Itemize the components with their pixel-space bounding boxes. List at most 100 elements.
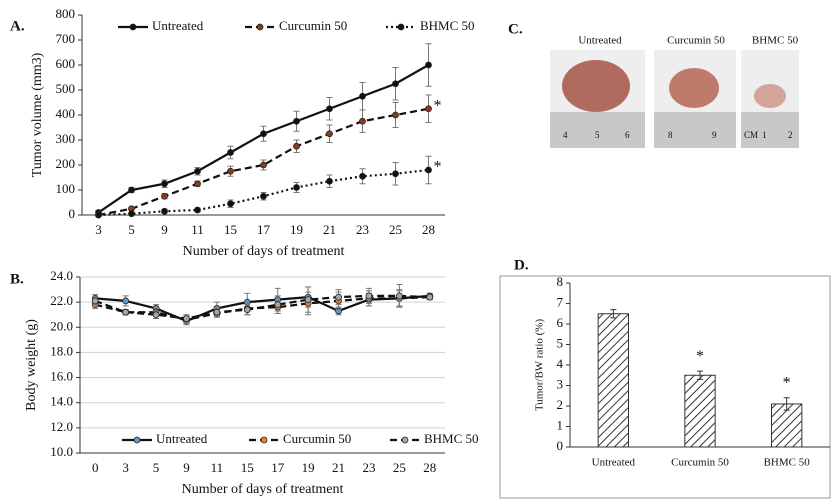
bar: [771, 403, 803, 448]
point: [359, 117, 366, 125]
point: [243, 306, 251, 314]
point: [213, 308, 221, 316]
point: [183, 315, 190, 322]
legend-label: Untreated: [152, 18, 204, 33]
tumor: [754, 84, 786, 108]
point: [326, 105, 333, 113]
x-tick-label: Curcumin 50: [671, 457, 729, 469]
x-tick-label: 15: [224, 222, 237, 237]
x-tick-label: 21: [332, 460, 345, 475]
x-tick-label: 25: [393, 460, 406, 475]
point: [260, 161, 267, 169]
bar: [597, 313, 630, 448]
legend-marker: [256, 23, 264, 31]
point: [95, 211, 102, 219]
ruler-label: 9: [712, 130, 717, 140]
error-bar: [783, 397, 790, 411]
point: [392, 80, 399, 88]
x-axis-title: Number of days of treatment: [182, 482, 344, 497]
x-tick-label: 28: [422, 222, 435, 237]
point: [392, 170, 399, 178]
x-tick-label: 3: [122, 460, 129, 475]
y-tick-label: 18.0: [50, 343, 73, 358]
point: [326, 130, 333, 138]
bar: [684, 374, 716, 448]
x-tick-label: 19: [302, 460, 315, 475]
ruler: [741, 112, 799, 148]
y-tick-label: 0: [69, 206, 76, 221]
ruler-label: 4: [563, 130, 568, 140]
legend-label: BHMC 50: [424, 431, 479, 446]
point: [359, 172, 366, 180]
x-tick-label: 28: [423, 460, 436, 475]
legend-label: BHMC 50: [420, 18, 475, 33]
y-tick-label: 0: [557, 438, 564, 453]
ruler: [550, 112, 645, 148]
point: [194, 206, 201, 214]
point: [293, 184, 300, 191]
point: [227, 200, 234, 208]
ruler-label: 8: [668, 130, 673, 140]
tumor: [669, 68, 719, 108]
y-tick-label: 7: [557, 294, 564, 309]
y-tick-label: 1: [557, 417, 564, 432]
y-tick-label: 400: [56, 106, 76, 121]
y-tick-label: 8: [557, 274, 564, 289]
y-tick-label: 22.0: [50, 293, 73, 308]
significance-label: *: [434, 159, 442, 176]
x-tick-label: 17: [271, 460, 285, 475]
y-tick-label: 16.0: [50, 369, 73, 384]
point: [227, 149, 234, 156]
point: [161, 207, 168, 215]
ruler-label: 6: [625, 130, 630, 140]
series-line: [98, 107, 429, 217]
panel-label: B.: [10, 271, 24, 287]
series-line: [95, 294, 430, 323]
x-tick-label: 23: [362, 460, 375, 475]
y-tick-label: 800: [56, 6, 76, 21]
x-tick-label: 19: [290, 222, 303, 237]
point: [152, 311, 160, 319]
y-tick-label: 600: [56, 56, 76, 71]
point: [194, 167, 201, 175]
x-tick-label: 5: [153, 460, 160, 475]
series-line: [94, 294, 430, 320]
point: [425, 166, 432, 174]
panel-frame: [499, 275, 831, 499]
x-tick-label: 5: [128, 222, 135, 237]
point: [260, 192, 267, 200]
point: [335, 293, 342, 301]
point: [395, 292, 403, 300]
legend-label: Curcumin 50: [283, 431, 351, 446]
photo-caption: Untreated: [578, 35, 622, 47]
y-tick-label: 500: [56, 81, 76, 96]
legend-marker: [397, 23, 405, 31]
y-tick-label: 4: [557, 356, 564, 371]
point: [260, 130, 267, 138]
ruler-label: 2: [788, 130, 793, 140]
y-tick-label: 5: [557, 335, 564, 350]
photo-caption: BHMC 50: [752, 35, 799, 47]
point: [274, 301, 282, 309]
ruler: [654, 112, 736, 148]
x-tick-label: 17: [257, 222, 271, 237]
point: [425, 61, 432, 69]
point: [161, 192, 168, 200]
y-tick-label: 700: [56, 31, 76, 46]
x-tick-label: 3: [95, 222, 102, 237]
y-tick-label: 300: [56, 131, 76, 146]
x-tick-label: 25: [389, 222, 402, 237]
x-axis-title: Number of days of treatment: [183, 244, 345, 259]
x-tick-label: 11: [191, 222, 204, 237]
y-tick-label: 10.0: [50, 444, 73, 459]
y-tick-label: 6: [557, 315, 564, 330]
photo-panel: C. Untreated Curcumin 50 BHMC 50 4 5 6 8…: [508, 21, 799, 148]
x-tick-label: 23: [356, 222, 369, 237]
panel-label: A.: [10, 18, 25, 34]
ruler-label: 1: [762, 130, 767, 140]
point: [161, 180, 168, 188]
point: [293, 142, 300, 150]
legend-label: Curcumin 50: [279, 18, 347, 33]
point: [122, 297, 130, 305]
